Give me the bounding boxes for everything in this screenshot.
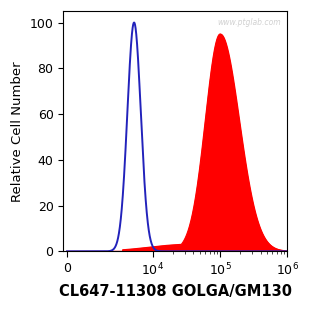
Y-axis label: Relative Cell Number: Relative Cell Number bbox=[11, 61, 24, 202]
X-axis label: CL647-11308 GOLGA/GM130: CL647-11308 GOLGA/GM130 bbox=[59, 284, 292, 299]
Text: www.ptglab.com: www.ptglab.com bbox=[217, 18, 281, 27]
